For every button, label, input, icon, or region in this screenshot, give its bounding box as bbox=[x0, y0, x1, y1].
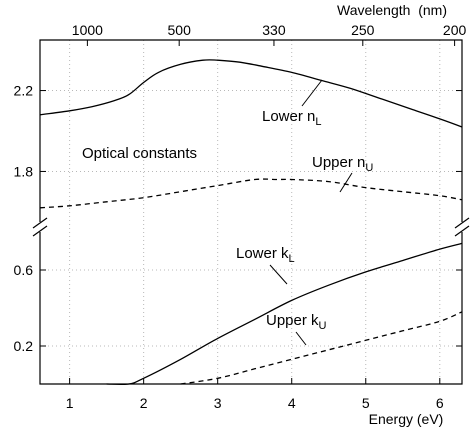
series-label-main: Lower k bbox=[236, 245, 289, 262]
top-tick-label: 330 bbox=[262, 22, 286, 38]
curves bbox=[39, 59, 463, 386]
series-line-upper-ku bbox=[180, 311, 463, 385]
ticks bbox=[40, 40, 462, 384]
series-label-upper-nu: Upper nU bbox=[312, 154, 373, 174]
frame-lower bbox=[39, 232, 463, 385]
y-tick-label: 1.8 bbox=[14, 163, 34, 179]
y-tick-label: 2.2 bbox=[14, 83, 34, 99]
series-label-subscript: L bbox=[289, 253, 295, 265]
series-label-lower-kl: Lower kL bbox=[236, 245, 295, 265]
leader-line-upper-ku bbox=[295, 331, 307, 346]
x-axis-title: Energy (eV) bbox=[369, 411, 444, 427]
series-label-subscript: L bbox=[315, 116, 321, 128]
series-label-main: Lower n bbox=[262, 108, 315, 125]
top-tick-label: 1000 bbox=[72, 22, 103, 38]
plot-frame bbox=[32, 39, 470, 385]
break-mark-right bbox=[454, 225, 470, 237]
series-line-upper-nu bbox=[39, 178, 463, 209]
x-tick-label: 4 bbox=[288, 395, 296, 411]
break-mark-left bbox=[32, 225, 48, 237]
series-label-subscript: U bbox=[365, 162, 373, 174]
leader-line-lower-kl bbox=[269, 264, 288, 285]
grid bbox=[40, 40, 462, 384]
x-tick-label: 6 bbox=[436, 395, 444, 411]
x-tick-label: 3 bbox=[214, 395, 222, 411]
series-line-lower-kl bbox=[106, 242, 463, 386]
series-label-upper-ku: Upper kU bbox=[266, 312, 327, 332]
y-tick-label: 0.2 bbox=[14, 338, 34, 354]
top-tick-label: 500 bbox=[168, 22, 192, 38]
series-label-main: Upper k bbox=[266, 312, 319, 329]
series-line-lower-nl bbox=[39, 59, 463, 128]
chart-annotation: Optical constants bbox=[82, 145, 197, 162]
series-label-subscript: U bbox=[319, 320, 327, 332]
series-label-main: Upper n bbox=[312, 154, 365, 171]
series-label-lower-nl: Lower nL bbox=[262, 108, 322, 128]
break-mark-right bbox=[454, 217, 470, 229]
top-tick-label: 250 bbox=[351, 22, 375, 38]
y-tick-label: 0.6 bbox=[14, 262, 34, 278]
break-mark-left bbox=[32, 217, 48, 229]
x-tick-label: 2 bbox=[140, 395, 148, 411]
x-tick-label: 1 bbox=[66, 395, 74, 411]
leader-line-lower-nl bbox=[301, 79, 323, 107]
top-tick-label: 200 bbox=[443, 22, 467, 38]
leader-line-upper-nu bbox=[339, 172, 353, 193]
frame-upper bbox=[39, 39, 463, 222]
tick-labels: 1 2 3 4 5 6 1000 500 330 250 200 1.8 2.2 0.2 0.6 bbox=[14, 22, 467, 411]
x-tick-label: 5 bbox=[362, 395, 370, 411]
top-axis-title: Wavelength (nm) bbox=[337, 2, 447, 18]
